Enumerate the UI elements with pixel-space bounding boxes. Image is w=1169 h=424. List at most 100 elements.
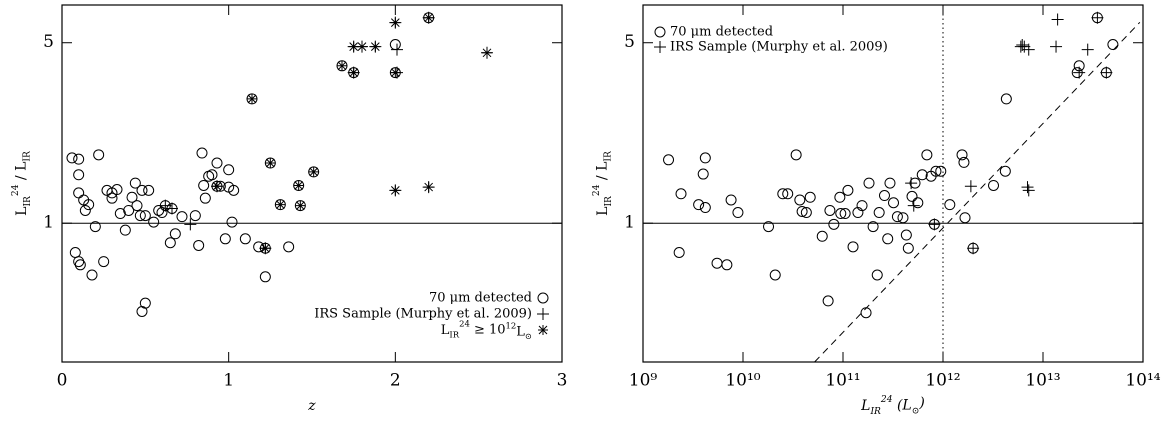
point xyxy=(389,39,401,51)
point xyxy=(83,199,95,211)
point xyxy=(794,194,806,206)
point xyxy=(1091,11,1104,24)
point xyxy=(1050,40,1063,53)
reference-line xyxy=(814,21,1141,363)
point xyxy=(732,207,744,219)
point xyxy=(337,60,347,71)
point xyxy=(357,41,367,52)
point xyxy=(873,207,885,219)
point xyxy=(166,202,178,215)
point xyxy=(239,233,251,245)
point xyxy=(69,247,81,259)
point xyxy=(482,47,492,58)
x-tick-label: 10¹³ xyxy=(1025,371,1060,391)
point xyxy=(897,212,909,224)
point xyxy=(139,210,151,222)
point xyxy=(184,218,197,231)
point xyxy=(136,184,148,196)
point xyxy=(143,184,155,196)
point xyxy=(259,271,271,283)
legend-label: 70 μm detected xyxy=(670,25,773,40)
point xyxy=(1107,39,1119,51)
point xyxy=(129,177,141,189)
point xyxy=(423,12,434,23)
point xyxy=(1000,93,1012,105)
point xyxy=(260,243,271,254)
point xyxy=(228,184,240,196)
x-tick-label: 3 xyxy=(557,371,568,391)
y-tick-label: 1 xyxy=(43,213,54,233)
point xyxy=(198,179,210,191)
point xyxy=(878,190,890,202)
point xyxy=(860,307,872,319)
point xyxy=(916,169,928,181)
x-tick-label: 10¹¹ xyxy=(825,371,860,391)
point xyxy=(964,180,977,193)
y-axis-label: LIR​24​ / LIR​ xyxy=(592,150,614,216)
point xyxy=(956,149,968,161)
point xyxy=(212,181,222,192)
point xyxy=(800,207,812,219)
point xyxy=(283,241,295,253)
point xyxy=(884,177,896,189)
point xyxy=(148,216,160,228)
y-tick-label: 1 xyxy=(624,213,635,233)
point xyxy=(944,199,956,211)
legend-label: IRS Sample (Murphy et al. 2009) xyxy=(670,40,888,55)
point xyxy=(134,210,146,222)
point xyxy=(348,41,359,52)
point xyxy=(900,229,912,241)
x-axis-label: LIR​24​ (L⊙​) xyxy=(860,395,925,417)
point xyxy=(725,194,737,206)
point xyxy=(958,156,970,168)
point xyxy=(721,259,733,271)
point xyxy=(73,153,85,165)
point xyxy=(834,191,846,203)
plot-frame xyxy=(61,4,563,363)
point xyxy=(930,165,942,177)
point xyxy=(223,164,235,176)
point xyxy=(882,233,894,245)
y-tick-label: 5 xyxy=(624,32,635,52)
x-tick-label: 1 xyxy=(223,371,234,391)
point xyxy=(847,241,859,253)
point xyxy=(693,199,705,211)
legend-label: IRS Sample (Murphy et al. 2009) xyxy=(314,307,532,322)
point xyxy=(804,191,816,203)
point xyxy=(891,211,903,223)
legend-marker xyxy=(654,41,666,53)
x-tick-label: 0 xyxy=(57,371,68,391)
point xyxy=(863,177,875,189)
point xyxy=(106,192,118,204)
point xyxy=(921,149,933,161)
y-tick-label: 5 xyxy=(43,32,54,52)
point xyxy=(935,165,947,177)
point xyxy=(74,259,86,271)
legend-marker xyxy=(537,308,549,320)
point xyxy=(79,204,91,216)
point xyxy=(839,208,851,220)
point xyxy=(1051,13,1064,26)
point xyxy=(423,182,434,193)
legend-label: LIR​24​ ≥ 1012​L⊙​ xyxy=(441,318,532,341)
point xyxy=(247,93,257,104)
plot-frame xyxy=(642,4,1144,363)
point xyxy=(189,210,201,222)
point xyxy=(86,269,98,281)
point xyxy=(159,199,172,212)
point xyxy=(790,149,802,161)
point xyxy=(111,184,123,196)
point xyxy=(123,204,135,216)
point xyxy=(390,17,401,28)
point xyxy=(856,200,868,212)
point xyxy=(211,157,223,169)
x-tick-label: 2 xyxy=(390,371,401,391)
point xyxy=(253,241,265,253)
point xyxy=(1081,43,1094,56)
point xyxy=(673,247,685,259)
point xyxy=(275,199,286,210)
point xyxy=(265,158,276,169)
point xyxy=(98,256,110,268)
point xyxy=(93,149,105,161)
